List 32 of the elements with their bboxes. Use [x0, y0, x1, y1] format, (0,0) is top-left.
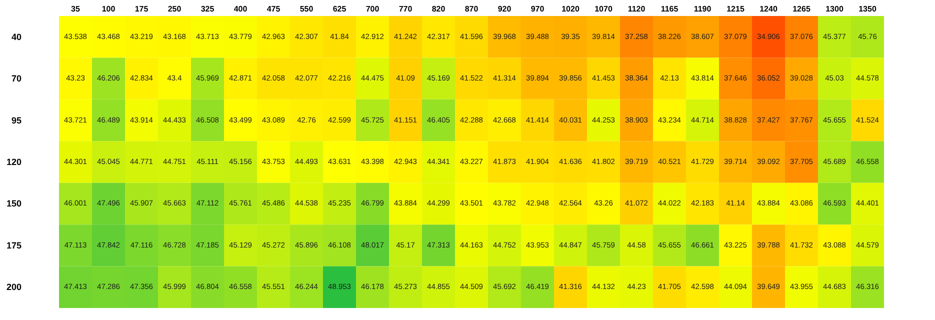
y-tick-label: 200 [6, 282, 22, 292]
x-tick-label: 35 [71, 4, 80, 14]
x-tick-label: 250 [168, 4, 182, 14]
x-tick-label: 550 [300, 4, 314, 14]
x-tick-label: 970 [530, 4, 545, 14]
y-tick-label: 95 [11, 115, 22, 126]
x-tick-label: 1165 [660, 4, 679, 14]
x-tick-label: 820 [432, 4, 446, 14]
y-tick-label: 120 [6, 157, 22, 167]
y-tick-label: 70 [11, 74, 22, 84]
x-tick-label: 870 [464, 4, 479, 14]
x-tick-label: 700 [366, 4, 380, 14]
x-tick-label: 100 [102, 4, 116, 14]
x-tick-label: 1120 [628, 4, 646, 14]
x-tick-label: 625 [332, 4, 347, 14]
x-tick-label: 1190 [694, 4, 712, 14]
x-tick-label: 400 [234, 4, 248, 14]
x-tick-label: 1300 [826, 4, 844, 14]
y-tick-label: 40 [11, 32, 22, 42]
x-tick-label: 1020 [562, 4, 580, 14]
x-tick-label: 175 [134, 4, 149, 14]
x-tick-label: 920 [498, 4, 512, 14]
x-tick-label: 1215 [726, 4, 745, 14]
y-tick-label: 150 [6, 198, 22, 209]
x-tick-label: 325 [200, 4, 215, 14]
y-tick-label: 175 [6, 240, 22, 250]
x-tick-label: 475 [266, 4, 281, 14]
x-tick-label: 1070 [594, 4, 613, 14]
x-tick-label: 770 [398, 4, 413, 14]
x-tick-label: 1350 [858, 4, 877, 14]
x-tick-label: 1265 [792, 4, 811, 14]
x-tick-label: 1240 [760, 4, 778, 14]
